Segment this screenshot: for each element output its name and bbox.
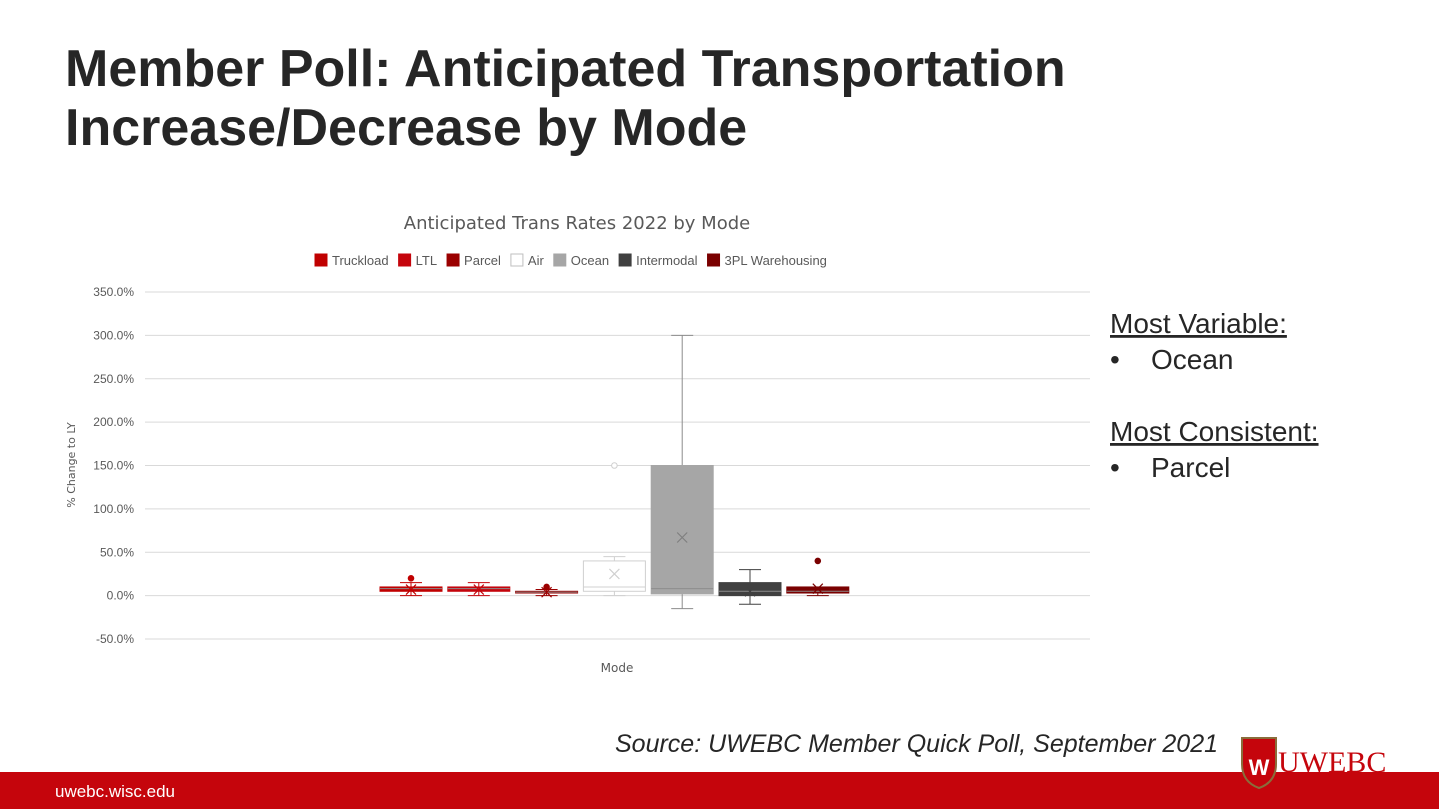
source: Source: UWEBC Member Quick Poll, Septemb… <box>615 730 1218 758</box>
legend-swatch <box>314 253 328 267</box>
legend-label: LTL <box>416 253 437 268</box>
legend-label: Ocean <box>571 253 609 268</box>
footer-band <box>0 772 1439 809</box>
y-tick-label: 150.0% <box>93 459 134 473</box>
box <box>786 586 850 594</box>
y-axis-label: % Change to LY <box>65 422 78 508</box>
legend-label: Intermodal <box>636 253 698 268</box>
y-tick-label: 350.0% <box>93 285 134 299</box>
chart-title: Anticipated Trans Rates 2022 by Mode <box>404 213 750 234</box>
outlier <box>407 574 415 582</box>
y-tick-label: 0.0% <box>107 589 135 603</box>
mean-marker <box>473 584 485 595</box>
legend-swatch <box>553 253 567 267</box>
legend-swatch <box>398 253 412 267</box>
x-axis-label: Mode <box>601 661 634 675</box>
legend-swatch <box>618 253 632 267</box>
legend-label: 3PL Warehousing <box>725 253 827 268</box>
y-tick-label: 300.0% <box>93 328 134 342</box>
y-tick-label: 100.0% <box>93 502 134 516</box>
y-tick-label: 200.0% <box>93 415 134 429</box>
mean-marker <box>744 585 756 597</box>
note-item: Ocean <box>1151 344 1234 375</box>
logo-text[interactable]: UWEBC <box>1278 746 1386 779</box>
slide-title: Increase/Decrease by Mode <box>65 99 747 157</box>
mean-marker <box>541 586 553 598</box>
y-tick-label: 50.0% <box>100 545 134 559</box>
y-tick-label: -50.0% <box>96 632 134 646</box>
outlier <box>611 462 618 469</box>
mean-marker <box>676 532 688 543</box>
slide-title: Member Poll: Anticipated Transportation <box>65 40 1066 98</box>
outlier <box>814 557 822 565</box>
legend-label: Parcel <box>464 253 501 268</box>
note-heading: Most Consistent: <box>1110 416 1319 447</box>
box <box>650 465 714 595</box>
legend-swatch <box>707 253 721 267</box>
legend-label: Truckload <box>332 253 389 268</box>
y-tick-label: 250.0% <box>93 372 134 386</box>
legend-label: Air <box>528 253 545 268</box>
outlier <box>543 583 550 591</box>
legend-swatch <box>446 253 460 267</box>
box <box>582 560 646 592</box>
note-heading: Most Variable: <box>1110 308 1287 339</box>
logo-crest <box>1241 737 1277 790</box>
logo-crest-letter: W <box>1249 755 1270 780</box>
mean-marker <box>608 568 620 580</box>
note-item: Parcel <box>1151 452 1230 483</box>
legend-swatch <box>510 253 524 267</box>
bullet: • <box>1110 344 1120 375</box>
mean-marker <box>812 583 824 595</box>
footer-url: uwebc.wisc.edu <box>55 782 175 801</box>
box <box>718 582 782 597</box>
mean-marker <box>405 584 417 595</box>
bullet: • <box>1110 452 1120 483</box>
